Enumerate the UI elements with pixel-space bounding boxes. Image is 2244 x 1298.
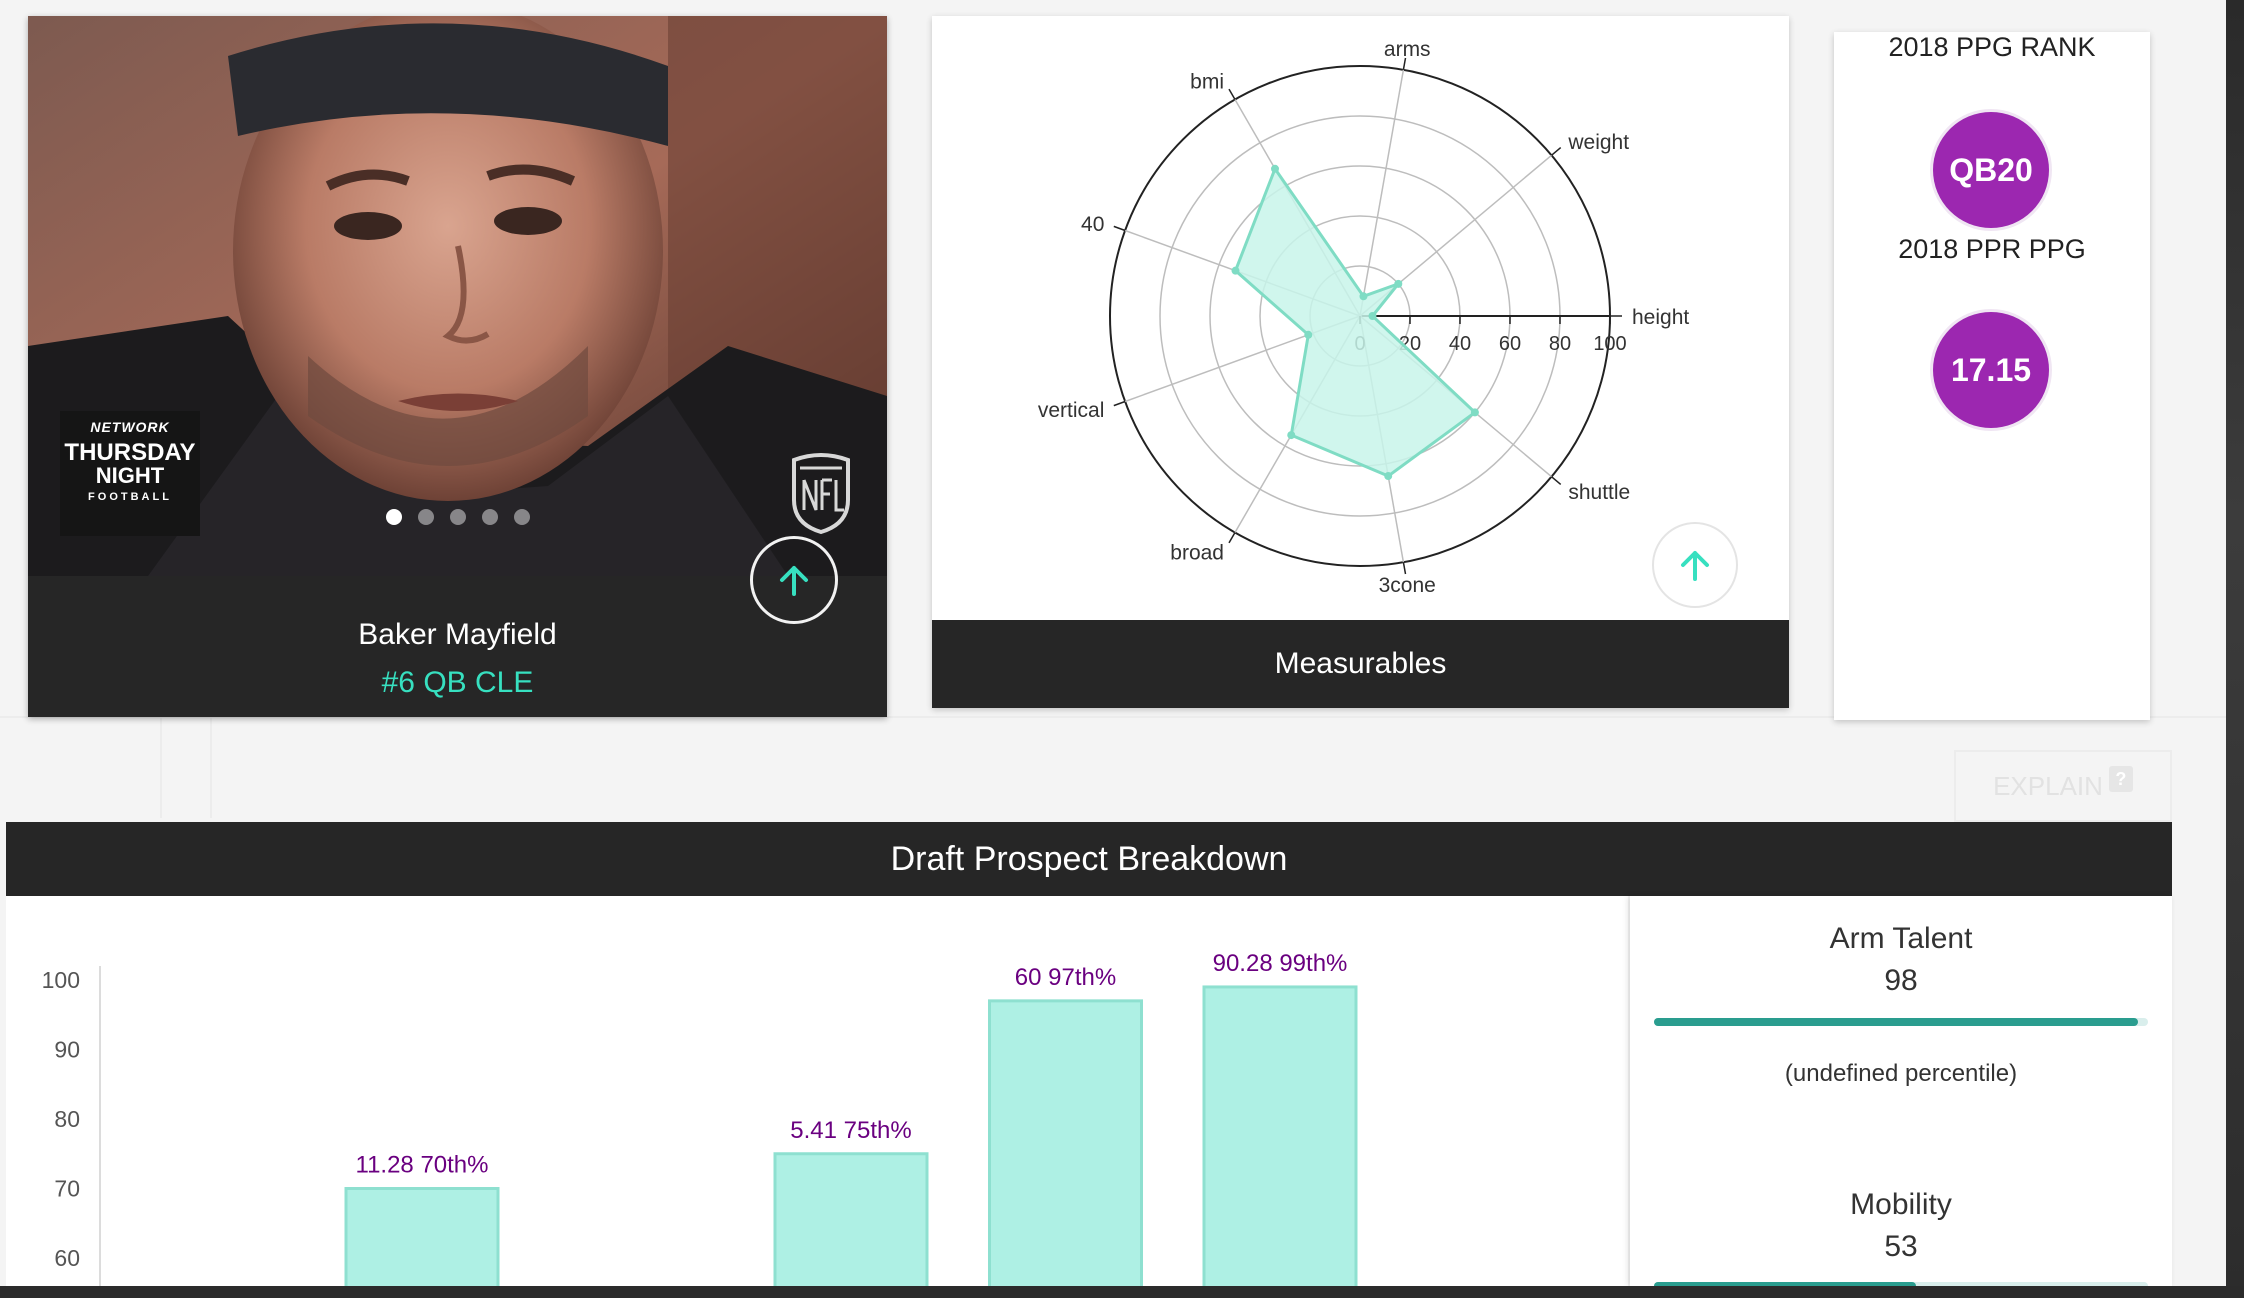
radar-point (1271, 164, 1279, 173)
skill-score: 53 (1884, 1230, 1918, 1263)
scroll-up-button[interactable] (1652, 522, 1738, 608)
measurables-title: Measurables (932, 620, 1789, 708)
arrow-up-icon (1681, 551, 1709, 581)
player-photo: NETWORK THURSDAY NIGHT FOOTBALL (28, 16, 887, 576)
skill-name: Mobility (1850, 1188, 1952, 1221)
radar-radial-label: 100 (1593, 333, 1626, 355)
y-tick-label: 70 (54, 1176, 80, 1202)
y-tick-label: 100 (42, 967, 80, 993)
carousel-dots[interactable] (386, 509, 530, 525)
radar-point (1470, 408, 1479, 417)
skill-bar (1654, 1018, 2148, 1026)
radar-axis-label: broad (1170, 542, 1224, 565)
radar-point (1304, 330, 1313, 339)
radar-axis-label: weight (1567, 131, 1629, 154)
radar-axis-label: vertical (1038, 399, 1105, 422)
carousel-dot[interactable] (450, 509, 466, 525)
player-card: NETWORK THURSDAY NIGHT FOOTBALL Baker Ma… (28, 16, 887, 717)
window-edge (0, 1286, 2244, 1298)
breakdown-bar (344, 1187, 500, 1286)
radar-tick (1551, 476, 1562, 485)
breakdown-title: Draft Prospect Breakdown (6, 822, 2172, 896)
radar-spoke (1359, 69, 1405, 317)
carousel-dot[interactable] (386, 509, 402, 525)
background-divider (0, 716, 2244, 718)
player-team: #6 QB CLE (381, 666, 534, 699)
scroll-up-button[interactable] (750, 536, 838, 624)
breakdown-bar (773, 1152, 929, 1286)
carousel-dot[interactable] (514, 509, 530, 525)
radar-tick (1228, 88, 1236, 100)
network-logo: NETWORK THURSDAY NIGHT FOOTBALL (60, 411, 200, 536)
explain-label: EXPLAIN (1993, 770, 2103, 801)
ppr-ppg-badge: 17.15 (1933, 312, 2049, 428)
radar-tick (1402, 562, 1407, 575)
arrow-up-icon (780, 566, 808, 596)
radar-point (1394, 279, 1403, 288)
measurables-card: height weight arms bmi 40 vertical broad 3cone s… (932, 16, 1789, 708)
bar-value-label: 5.41 75th% (790, 1117, 911, 1144)
background-divider (210, 718, 212, 818)
breakdown-bar-chart: 100 90 80 70 60 11.28 70th% 5.41 75th% 60 97th%… (6, 896, 1628, 1286)
y-tick-label: 60 (54, 1245, 80, 1271)
radar-axis-label: arms (1384, 38, 1431, 61)
bar-value-label: 11.28 70th% (356, 1152, 489, 1179)
nfl-shield-icon (792, 453, 850, 534)
y-tick-label: 90 (54, 1037, 80, 1063)
skill-bar (1654, 1282, 2148, 1286)
player-name: Baker Mayfield (358, 618, 557, 651)
breakdown-bar (1202, 985, 1358, 1286)
skill-name: Arm Talent (1829, 922, 1973, 955)
network-logo-line: FOOTBALL (88, 491, 172, 503)
network-logo-line: NETWORK (90, 419, 170, 435)
radar-axis-label: shuttle (1568, 481, 1630, 504)
network-logo-line: NIGHT (95, 463, 165, 488)
carousel-dot[interactable] (482, 509, 498, 525)
radar-axis-label: bmi (1190, 70, 1224, 93)
explain-button[interactable]: EXPLAIN ? (1954, 750, 2172, 822)
radar-radial-label: 80 (1549, 333, 1571, 355)
measurables-radar-chart: height weight arms bmi 40 vertical broad 3cone s… (1038, 38, 1690, 597)
radar-series-area (1233, 165, 1478, 478)
radar-axis-label: 40 (1081, 213, 1104, 236)
radar-radial-label: 40 (1449, 333, 1471, 355)
breakdown-bar-svg: 100 90 80 70 60 11.28 70th% 5.41 75th% 60 97th%… (42, 950, 1358, 1286)
radar-point (1384, 472, 1393, 481)
radar-point (1287, 431, 1296, 440)
bar-value-label: 60 97th% (1015, 964, 1116, 991)
radar-tick (1113, 225, 1126, 232)
ppg-rank-label: 2018 PPG RANK (1888, 32, 2096, 62)
skill-bar-fill (1654, 1018, 2139, 1026)
radar-axis-label: height (1632, 306, 1689, 329)
network-logo-line: THURSDAY (64, 439, 196, 466)
breakdown-bar (988, 999, 1143, 1286)
radar-axis-label: 3cone (1379, 574, 1436, 597)
carousel-dot[interactable] (418, 509, 434, 525)
background-divider (160, 718, 162, 818)
radar-point (1231, 266, 1240, 275)
radar-tick (1113, 400, 1126, 407)
rank-card: 2018 PPG RANK QB20 2018 PPR PPG 17.15 (1834, 32, 2150, 720)
skill-bar-fill (1654, 1282, 1916, 1286)
y-tick-label: 80 (54, 1106, 80, 1132)
skills-panel: Arm Talent 98 (undefined percentile) Mob… (1630, 896, 2172, 1286)
help-icon: ? (2108, 766, 2133, 792)
skill-percentile: (undefined percentile) (1784, 1060, 2018, 1087)
radar-tick (1228, 532, 1236, 544)
ppr-ppg-label: 2018 PPR PPG (1898, 234, 2086, 264)
ppg-rank-badge: QB20 (1933, 112, 2049, 228)
window-edge (2226, 0, 2244, 1298)
radar-tick (1551, 147, 1562, 156)
radar-point (1368, 312, 1377, 320)
bar-value-label: 90.28 99th% (1213, 950, 1348, 977)
radar-radial-label: 60 (1499, 333, 1521, 355)
radar-tick (1402, 57, 1407, 70)
skill-score: 98 (1884, 964, 1918, 997)
radar-point (1359, 292, 1368, 301)
